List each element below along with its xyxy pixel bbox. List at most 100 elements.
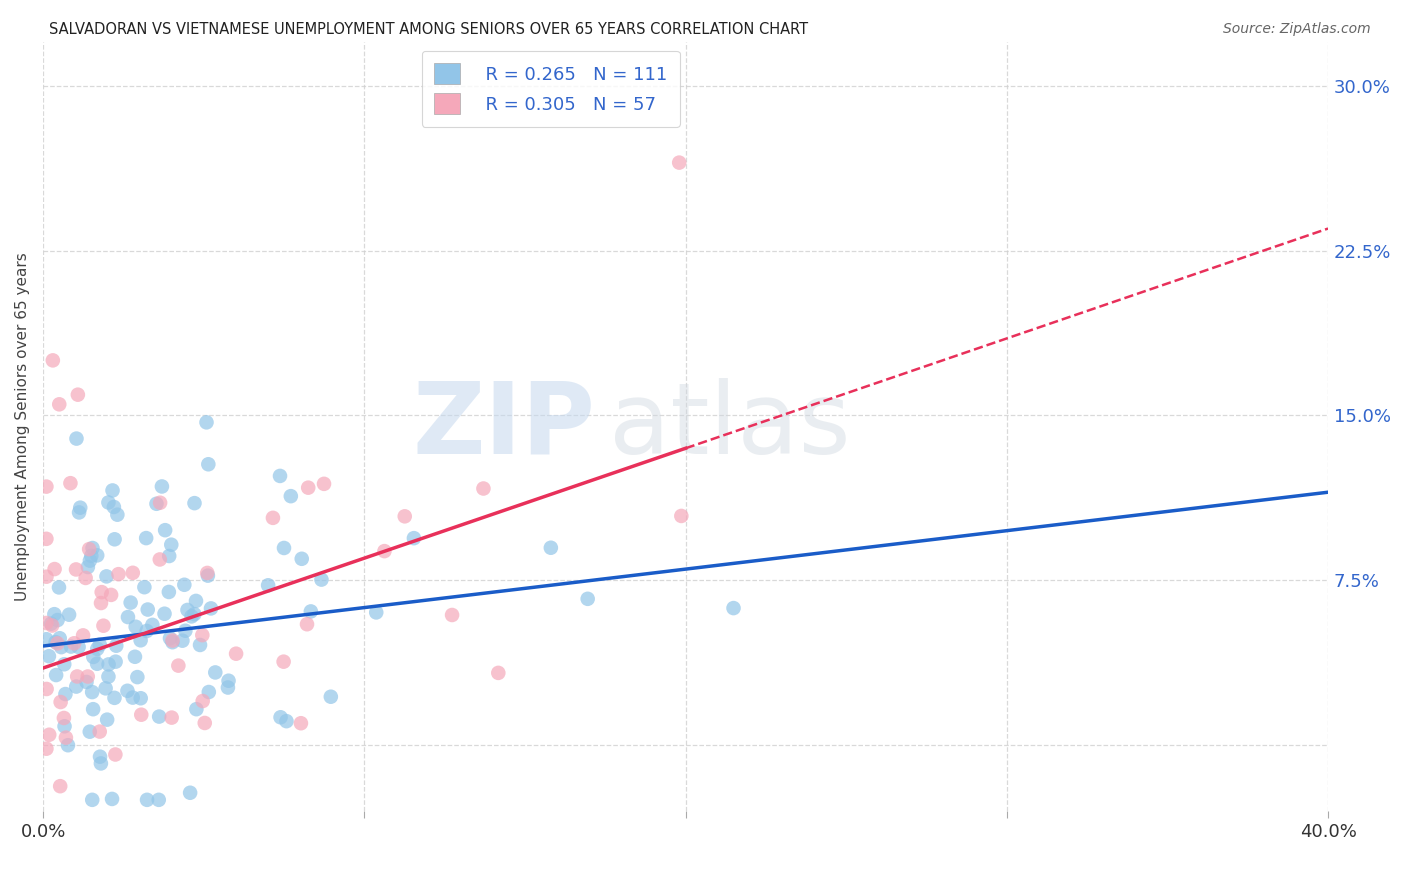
Point: [89, 749, 111, 764]
Point: [59, 640, 82, 654]
Point: [63, 636, 86, 650]
Point: [129, 691, 152, 706]
Point: [38, 649, 60, 664]
Point: [104, 655, 127, 669]
Point: [217, 681, 239, 695]
Point: [89, 638, 111, 652]
Point: [35, 615, 58, 630]
Point: [65, 562, 87, 576]
Point: [38, 728, 60, 742]
Point: [117, 610, 139, 624]
Point: [46, 636, 69, 650]
Point: [49, 779, 72, 793]
Point: [297, 481, 319, 495]
Point: [150, 479, 173, 493]
Point: [366, 606, 388, 620]
Point: [105, 639, 128, 653]
Point: [183, 496, 205, 510]
Point: [148, 793, 170, 807]
Point: [198, 685, 221, 699]
Point: [129, 707, 152, 722]
Point: [276, 714, 298, 728]
Point: [48, 397, 70, 411]
Point: [59, 476, 82, 491]
Point: [319, 690, 342, 704]
Y-axis label: Unemployment Among Seniors over 65 years: Unemployment Among Seniors over 65 years: [15, 252, 30, 600]
Point: [290, 716, 312, 731]
Point: [225, 647, 247, 661]
Point: [66, 387, 89, 401]
Point: [90, 596, 112, 610]
Point: [53, 719, 76, 733]
Point: [184, 594, 207, 608]
Point: [86, 657, 108, 671]
Text: ZIP: ZIP: [413, 378, 596, 475]
Point: [44, 562, 66, 576]
Point: [149, 552, 172, 566]
Point: [52, 711, 75, 725]
Point: [270, 710, 292, 724]
Point: [35, 532, 58, 546]
Point: [44, 607, 66, 622]
Point: [93, 618, 115, 632]
Point: [257, 578, 280, 592]
Point: [157, 585, 180, 599]
Point: [191, 628, 214, 642]
Point: [35, 570, 58, 584]
Point: [107, 567, 129, 582]
Point: [197, 457, 219, 471]
Point: [162, 635, 184, 649]
Point: [486, 665, 509, 680]
Point: [188, 638, 211, 652]
Point: [82, 649, 104, 664]
Point: [82, 541, 104, 555]
Point: [218, 673, 240, 688]
Point: [58, 607, 80, 622]
Point: [120, 596, 142, 610]
Point: [136, 793, 159, 807]
Point: [89, 724, 111, 739]
Point: [167, 658, 190, 673]
Point: [45, 668, 67, 682]
Point: [204, 665, 226, 680]
Point: [48, 632, 70, 646]
Point: [273, 655, 295, 669]
Point: [97, 495, 120, 509]
Point: [402, 531, 425, 545]
Point: [35, 741, 58, 756]
Point: [197, 568, 219, 582]
Point: [472, 482, 495, 496]
Point: [153, 523, 176, 537]
Point: [186, 702, 208, 716]
Point: [149, 496, 172, 510]
Point: [105, 508, 128, 522]
Point: [46, 613, 69, 627]
Point: [77, 542, 100, 557]
Text: atlas: atlas: [609, 378, 851, 475]
Point: [172, 633, 194, 648]
Point: [39, 616, 62, 631]
Point: [56, 738, 79, 752]
Point: [121, 566, 143, 580]
Point: [312, 476, 335, 491]
Point: [76, 669, 98, 683]
Point: [94, 681, 117, 696]
Point: [200, 601, 222, 615]
Point: [101, 792, 124, 806]
Point: [117, 683, 139, 698]
Point: [42, 353, 65, 368]
Point: [86, 641, 108, 656]
Point: [66, 669, 89, 683]
Point: [162, 633, 184, 648]
Point: [373, 544, 395, 558]
Point: [65, 680, 87, 694]
Point: [280, 489, 302, 503]
Point: [76, 675, 98, 690]
Point: [141, 618, 163, 632]
Point: [136, 602, 159, 616]
Text: SALVADORAN VS VIETNAMESE UNEMPLOYMENT AMONG SENIORS OVER 65 YEARS CORRELATION CH: SALVADORAN VS VIETNAMESE UNEMPLOYMENT AM…: [49, 22, 808, 37]
Point: [195, 415, 218, 429]
Point: [101, 483, 124, 498]
Point: [96, 713, 118, 727]
Point: [299, 604, 322, 618]
